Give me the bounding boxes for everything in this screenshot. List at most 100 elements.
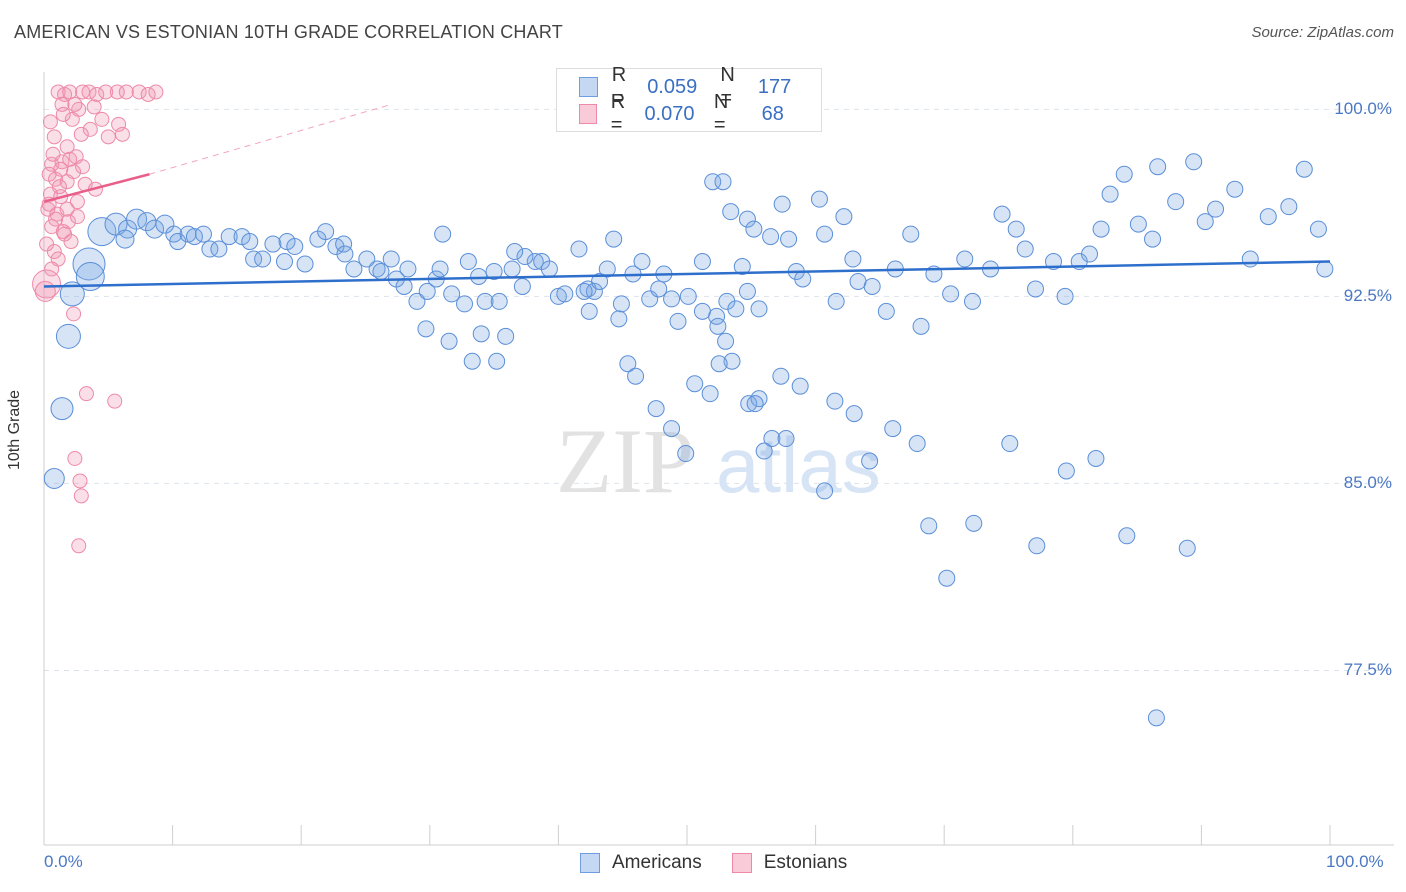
estonian-point [42, 114, 58, 130]
american-point [488, 352, 506, 370]
watermark-atlas: atlas [716, 421, 881, 509]
r-label: R = [611, 64, 627, 109]
american-point [780, 230, 798, 248]
american-point [1147, 709, 1165, 727]
american-point [827, 292, 845, 310]
american-point [677, 445, 695, 463]
estonians-swatch [579, 104, 597, 124]
estonian-point [111, 116, 127, 132]
legend-label-americans: Americans [612, 852, 702, 873]
american-point [50, 397, 74, 421]
american-point [513, 277, 531, 295]
american-point [1027, 280, 1045, 298]
americans-swatch [579, 77, 598, 97]
r-value: 0.070 [644, 102, 695, 125]
estonian-point [59, 174, 75, 190]
estonian-point [75, 159, 91, 175]
american-point [763, 430, 781, 448]
estonian-point [46, 129, 62, 145]
american-point [75, 261, 105, 291]
estonian-point [86, 99, 102, 115]
american-point [1316, 260, 1334, 278]
american-point [810, 190, 828, 208]
american-point [679, 287, 697, 305]
american-point [456, 295, 474, 313]
american-point [1001, 435, 1019, 453]
y-tick-label: 77.5% [1343, 660, 1392, 680]
estonian-point [39, 236, 55, 252]
american-point [993, 205, 1011, 223]
american-point [663, 290, 681, 308]
estonian-point [44, 261, 60, 277]
american-point [155, 214, 175, 234]
axes [43, 72, 1394, 846]
estonian-point [59, 201, 75, 217]
american-point [938, 569, 956, 587]
trend-lines [43, 103, 1331, 288]
estonians-trend-extension [149, 103, 392, 175]
n-value: 68 [761, 102, 784, 125]
american-point [709, 317, 727, 335]
american-point [605, 230, 623, 248]
american-point [1028, 537, 1046, 555]
american-point [408, 292, 426, 310]
american-point [241, 233, 259, 251]
american-point [863, 277, 881, 295]
american-point [490, 292, 508, 310]
american-point [575, 282, 593, 300]
stats-legend-row-estonians: R = 0.070 N = 68 [579, 91, 821, 136]
estonian-point [118, 84, 134, 100]
estonian-point [82, 121, 98, 137]
estonian-point [100, 129, 116, 145]
american-point [1115, 165, 1133, 183]
american-point [585, 282, 603, 300]
american-point [746, 395, 764, 413]
estonian-point [57, 226, 73, 242]
stats-legend-row-americans: R = 0.059 N = 177 [579, 64, 821, 109]
american-point [816, 225, 834, 243]
american-point [733, 257, 751, 275]
american-point [663, 420, 681, 438]
american-point [1207, 200, 1225, 218]
gridlines [44, 108, 1394, 671]
american-point [884, 420, 902, 438]
estonian-point [94, 111, 110, 127]
american-point [722, 203, 740, 221]
estonian-point [34, 280, 56, 302]
american-point [755, 442, 773, 460]
american-point [245, 250, 263, 268]
american-point [1057, 462, 1075, 480]
american-point [463, 352, 481, 370]
american-point [1144, 230, 1162, 248]
estonian-point [55, 224, 71, 240]
legend-item-americans[interactable]: Americans [580, 852, 702, 874]
american-point [87, 217, 117, 247]
american-point [43, 467, 65, 489]
chart-title: AMERICAN VS ESTONIAN 10TH GRADE CORRELAT… [14, 22, 563, 42]
american-point [1081, 245, 1099, 263]
american-point [1092, 220, 1110, 238]
american-point [1056, 287, 1074, 305]
legend-item-estonians[interactable]: Estonians [731, 852, 847, 874]
american-point [254, 250, 272, 268]
american-point [627, 367, 645, 385]
american-point [440, 332, 458, 350]
american-point [459, 253, 477, 271]
watermark: ZIP atlas [556, 410, 881, 512]
estonian-point [73, 126, 89, 142]
american-point [902, 225, 920, 243]
american-point [296, 255, 314, 273]
american-point [55, 323, 81, 349]
estonian-point [114, 126, 130, 142]
american-point [1259, 208, 1277, 226]
r-value: 0.059 [647, 75, 698, 98]
american-point [908, 435, 926, 453]
american-point [965, 514, 983, 532]
estonian-point [55, 106, 71, 122]
american-point [693, 302, 711, 320]
american-point [1045, 253, 1063, 271]
estonian-point [89, 86, 105, 102]
watermark-zip: ZIP [556, 410, 694, 512]
american-point [727, 300, 745, 318]
estonian-point [48, 211, 64, 227]
